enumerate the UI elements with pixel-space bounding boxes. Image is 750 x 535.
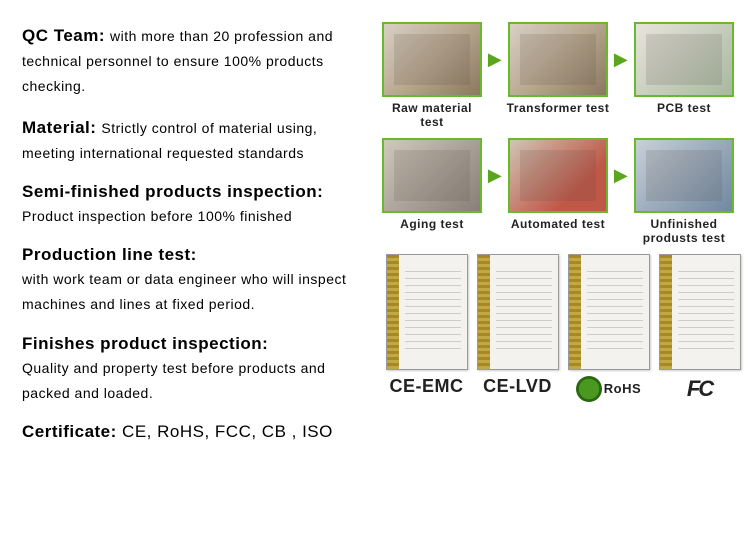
finish-title: Finishes product inspection: [22,334,268,353]
process-image [508,138,608,213]
process-image [634,138,734,213]
arrow-right-icon: ▶ [488,138,502,213]
section-certificate: Certificate: CE, RoHS, FCC, CB , ISO [22,422,370,442]
process-caption: Raw material test [380,101,484,130]
section-material: Material: Strictly control of material u… [22,116,370,166]
process-caption: Aging test [400,217,464,231]
semi-body: Product inspection before 100% finished [22,204,370,229]
certificate-label: CE-LVD [483,376,552,397]
certificate-item: CE-LVD [475,254,560,402]
process-item: Transformer test [506,22,610,115]
page-container: QC Team: with more than 20 profession an… [0,0,750,535]
certificate-item: CE-EMC [384,254,469,402]
process-row-1: Raw material test▶Transformer test▶PCB t… [380,22,742,130]
certificate-document-icon [568,254,650,370]
process-item: Aging test [380,138,484,231]
process-image [382,138,482,213]
rohs-icon [576,376,602,402]
left-column: QC Team: with more than 20 profession an… [0,0,380,535]
certificate-row: CE-EMC CE-LVD RoHS FC [380,254,742,402]
process-item: PCB test [632,22,736,115]
certificate-document-icon [386,254,468,370]
certificate-item: RoHS [566,254,651,402]
arrow-right-icon: ▶ [614,22,628,97]
cert-body: CE, RoHS, FCC, CB , ISO [122,422,333,441]
process-caption: Transformer test [507,101,610,115]
cert-title: Certificate: [22,422,117,441]
process-image [382,22,482,97]
rohs-text: RoHS [604,381,641,396]
section-production-line: Production line test: with work team or … [22,245,370,317]
process-item: Unfinished produsts test [632,138,736,246]
process-item: Raw material test [380,22,484,130]
arrow-right-icon: ▶ [488,22,502,97]
certificate-label: RoHS [576,376,641,402]
certificate-item: FC [657,254,742,402]
qc-team-title: QC Team: [22,26,105,45]
arrow-right-icon: ▶ [614,138,628,213]
material-title: Material: [22,118,96,137]
prod-body: with work team or data engineer who will… [22,267,370,317]
section-qc-team: QC Team: with more than 20 profession an… [22,24,370,100]
process-item: Automated test [506,138,610,231]
certificate-document-icon [659,254,741,370]
finish-body: Quality and property test before product… [22,356,370,406]
process-caption: Automated test [511,217,605,231]
process-caption: Unfinished produsts test [632,217,736,246]
certificate-label: CE-EMC [390,376,464,397]
section-finishes: Finishes product inspection: Quality and… [22,334,370,406]
process-row-2: Aging test▶Automated test▶Unfinished pro… [380,138,742,246]
right-column: Raw material test▶Transformer test▶PCB t… [380,0,750,535]
certificate-document-icon [477,254,559,370]
section-semi-finished: Semi-finished products inspection: Produ… [22,182,370,229]
certificate-label: FC [687,376,712,402]
process-image [634,22,734,97]
process-image [508,22,608,97]
semi-title: Semi-finished products inspection: [22,182,323,201]
prod-title: Production line test: [22,245,197,264]
process-caption: PCB test [657,101,711,115]
